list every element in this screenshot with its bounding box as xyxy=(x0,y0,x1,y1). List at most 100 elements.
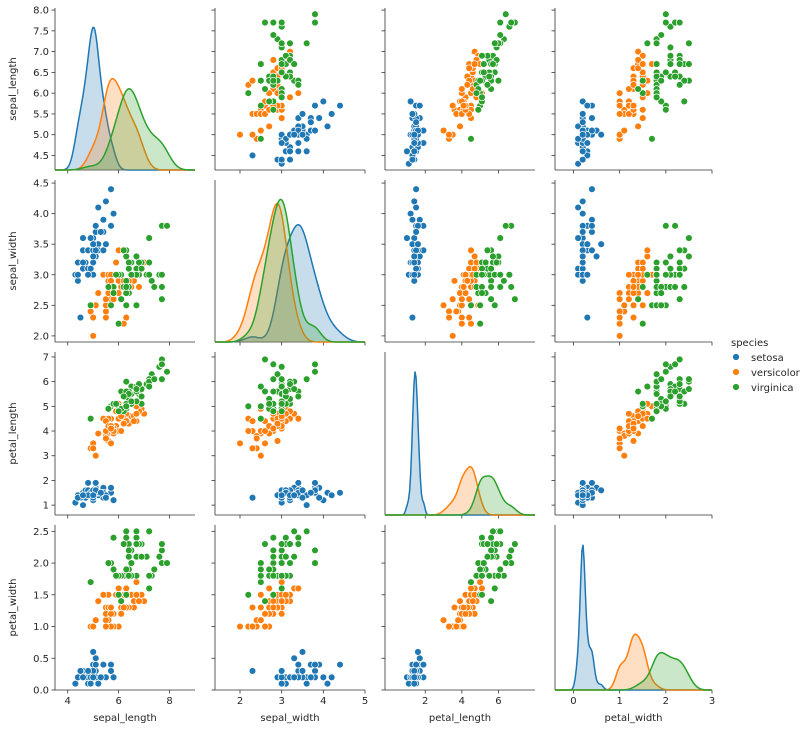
scatter-point-virginica xyxy=(311,368,319,376)
scatter-point-setosa xyxy=(89,252,97,261)
scatter-point-versicolor xyxy=(638,52,647,60)
x-tick-label: 1 xyxy=(616,696,622,707)
scatter-point-setosa xyxy=(410,130,419,139)
scatter-point-virginica xyxy=(277,60,286,68)
y-tick-label: 5 xyxy=(43,402,49,413)
scatter-point-setosa xyxy=(588,222,596,230)
scatter-point-setosa xyxy=(298,667,307,675)
scatter-point-versicolor xyxy=(461,610,470,618)
scatter-point-versicolor xyxy=(620,301,629,310)
scatter-point-virginica xyxy=(117,295,125,303)
scatter-point-virginica xyxy=(467,135,475,143)
x-tick-label: 3 xyxy=(278,696,284,707)
scatter-point-versicolor xyxy=(261,622,269,631)
scatter-point-virginica xyxy=(501,222,510,230)
legend-marker-versicolor xyxy=(732,368,740,376)
scatter-point-setosa xyxy=(294,147,303,156)
scatter-point-setosa xyxy=(588,185,596,193)
scatter-point-setosa xyxy=(336,660,344,669)
panel-petal_width-vs-sepal_length: 4 6 8 0.0 0.5 1.0 1.5 2.0 2.5 sepal_length petal_w… xyxy=(8,525,195,724)
panel-petal_width-vs-petal_length: 2 4 6 petal_length xyxy=(381,525,535,724)
scatter-point-virginica xyxy=(643,382,652,391)
scatter-point-setosa xyxy=(109,496,118,504)
scatter-point-virginica xyxy=(122,565,131,574)
scatter-point-virginica xyxy=(294,392,303,401)
panel-petal_length-vs-sepal_length: 1 2 3 4 5 6 7 petal_length xyxy=(8,352,195,519)
scatter-point-virginica xyxy=(648,135,656,143)
scatter-point-virginica xyxy=(675,246,684,255)
kde-fill-virginica xyxy=(385,476,535,515)
scatter-point-versicolor xyxy=(236,439,244,448)
scatter-point-virginica xyxy=(675,355,684,364)
scatter-point-virginica xyxy=(269,31,278,39)
scatter-point-virginica xyxy=(145,572,153,580)
scatter-point-setosa xyxy=(578,147,587,156)
scatter-point-setosa xyxy=(403,234,411,242)
scatter-point-virginica xyxy=(680,283,689,291)
scatter-point-versicolor xyxy=(265,584,273,593)
scatter-point-versicolor xyxy=(458,319,466,328)
scatter-point-versicolor xyxy=(620,126,629,135)
scatter-point-virginica xyxy=(652,390,661,398)
scatter-point-setosa xyxy=(107,660,115,669)
scatter-point-virginica xyxy=(483,540,492,548)
scatter-point-virginica xyxy=(86,414,95,423)
scatter-point-virginica xyxy=(269,552,278,561)
scatter-point-versicolor xyxy=(257,591,265,599)
scatter-point-versicolor xyxy=(629,313,638,322)
scatter-point-versicolor xyxy=(236,622,244,631)
scatter-point-virginica xyxy=(666,60,675,68)
scatter-point-virginica xyxy=(277,68,286,77)
scatter-point-versicolor xyxy=(638,60,647,68)
scatter-point-virginica xyxy=(261,85,269,93)
y-tick-label: 6 xyxy=(43,377,49,388)
scatter-point-versicolor xyxy=(248,603,257,612)
scatter-point-versicolor xyxy=(629,437,638,445)
kde-line-virginica xyxy=(215,198,365,343)
scatter-point-virginica xyxy=(494,572,503,580)
y-tick-label: 4.0 xyxy=(33,209,49,220)
scatter-point-versicolor xyxy=(643,246,652,255)
scatter-point-virginica xyxy=(491,584,499,593)
scatter-point-virginica xyxy=(507,546,515,555)
x-tick-label: 3 xyxy=(709,696,715,707)
scatter-point-virginica xyxy=(119,540,128,548)
scatter-point-setosa xyxy=(311,479,319,487)
scatter-point-setosa xyxy=(578,491,587,499)
scatter-point-virginica xyxy=(685,60,693,68)
scatter-point-versicolor xyxy=(629,81,638,89)
y-tick-label: 2.5 xyxy=(33,301,49,312)
scatter-point-setosa xyxy=(89,491,97,499)
scatter-point-versicolor xyxy=(107,610,115,618)
scatter-point-versicolor xyxy=(615,424,624,433)
scatter-point-setosa xyxy=(578,118,587,126)
y-tick-label: 5.0 xyxy=(33,130,49,141)
scatter-point-versicolor xyxy=(615,130,624,139)
scatter-point-setosa xyxy=(578,155,587,164)
scatter-point-virginica xyxy=(489,60,497,68)
scatter-point-versicolor xyxy=(452,622,461,631)
scatter-point-virginica xyxy=(480,60,488,68)
scatter-point-versicolor xyxy=(638,114,647,122)
legend-marker-virginica xyxy=(732,383,740,391)
x-tick-label: 5 xyxy=(362,696,368,707)
y-tick-label: 2.0 xyxy=(33,559,49,570)
scatter-point-setosa xyxy=(408,313,417,322)
scatter-point-virginica xyxy=(657,31,665,39)
scatter-point-virginica xyxy=(652,72,661,81)
scatter-point-virginica xyxy=(487,295,495,303)
scatter-point-virginica xyxy=(652,39,661,48)
scatter-point-versicolor xyxy=(450,277,459,285)
scatter-point-virginica xyxy=(257,572,265,580)
scatter-point-virginica xyxy=(483,81,492,89)
scatter-point-setosa xyxy=(583,240,592,248)
scatter-point-virginica xyxy=(158,360,166,369)
scatter-point-virginica xyxy=(480,68,488,77)
scatter-point-virginica xyxy=(282,387,290,396)
scatter-point-virginica xyxy=(158,283,166,291)
scatter-point-setosa xyxy=(403,147,411,156)
scatter-point-versicolor xyxy=(615,434,624,443)
scatter-point-versicolor xyxy=(456,122,464,131)
scatter-point-virginica xyxy=(158,540,166,548)
y-tick-label: 5.5 xyxy=(33,109,49,120)
